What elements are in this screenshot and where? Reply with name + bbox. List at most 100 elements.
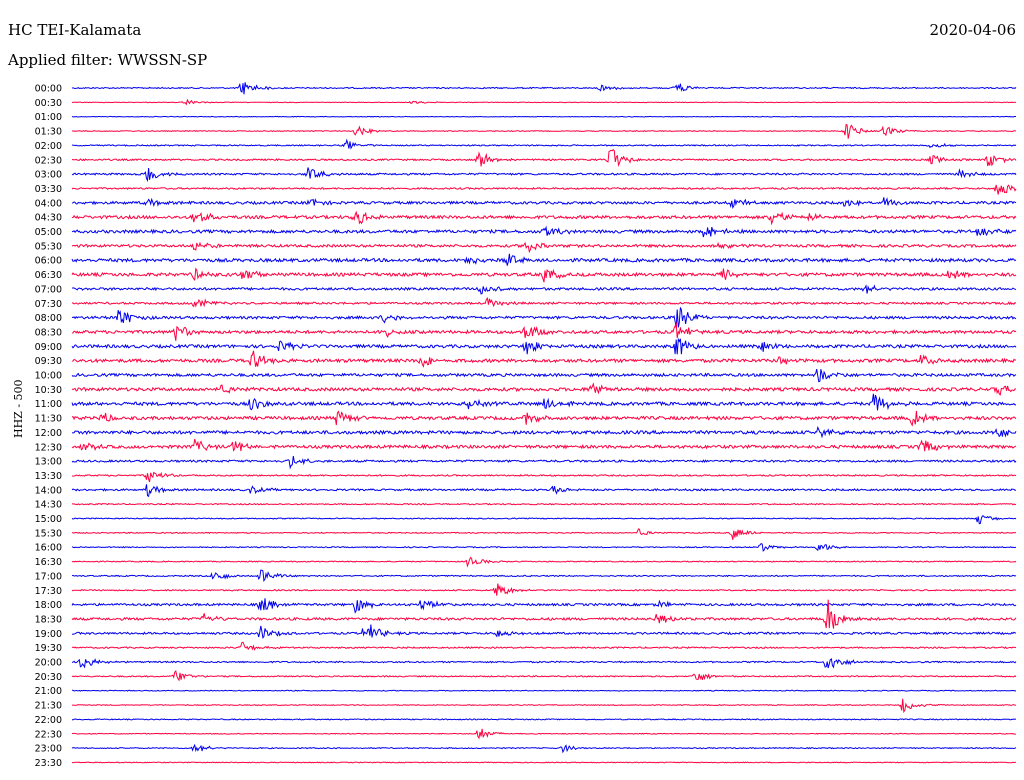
seismic-trace <box>71 267 1017 283</box>
seismic-trace <box>71 284 1017 295</box>
time-tick-label: 06:00 <box>35 256 62 267</box>
seismic-trace <box>71 225 1017 238</box>
time-tick-label: 23:00 <box>35 744 62 755</box>
seismic-trace <box>71 167 1017 183</box>
time-tick-label: 22:00 <box>35 715 62 726</box>
time-tick-label: 16:30 <box>35 557 62 568</box>
time-tick-label: 18:00 <box>35 600 62 611</box>
seismic-trace <box>71 123 1017 139</box>
time-tick-label: 07:00 <box>35 284 62 295</box>
time-tick-label: 21:30 <box>35 701 62 712</box>
seismic-trace <box>71 297 1017 308</box>
seismic-trace <box>71 425 1017 439</box>
seismic-trace <box>71 350 1017 368</box>
seismic-trace <box>72 698 1016 714</box>
time-tick-label: 14:00 <box>35 485 62 496</box>
time-tick-label: 13:30 <box>35 471 62 482</box>
seismic-trace <box>71 184 1017 195</box>
time-tick-label: 01:30 <box>35 127 62 138</box>
seismic-trace <box>71 556 1017 568</box>
time-tick-label: 10:30 <box>35 385 62 396</box>
time-tick-label: 16:00 <box>35 543 62 554</box>
seismic-trace <box>71 410 1017 427</box>
seismic-trace <box>71 718 1017 721</box>
time-tick-label: 03:30 <box>35 184 62 195</box>
time-tick-label: 11:30 <box>35 414 62 425</box>
seismic-trace <box>71 528 1017 540</box>
time-tick-label: 12:00 <box>35 428 62 439</box>
seismic-trace <box>71 658 1017 669</box>
seismic-trace <box>71 82 1017 95</box>
time-tick-label: 18:30 <box>35 614 62 625</box>
time-tick-label: 09:30 <box>35 356 62 367</box>
seismic-trace <box>71 542 1017 552</box>
time-tick-label: 17:00 <box>35 571 62 582</box>
time-tick-label: 08:30 <box>35 327 62 338</box>
time-tick-label: 05:30 <box>35 241 62 252</box>
seismic-trace <box>71 641 1017 651</box>
seismic-trace <box>71 253 1017 266</box>
seismic-trace <box>71 599 1017 629</box>
time-tick-label: 20:30 <box>35 672 62 683</box>
seismic-trace <box>71 197 1017 210</box>
seismic-trace <box>71 669 1017 682</box>
time-tick-label: 23:30 <box>35 758 62 769</box>
time-tick-label: 19:00 <box>35 629 62 640</box>
seismic-trace <box>71 337 1017 355</box>
seismic-trace <box>71 484 1016 498</box>
seismic-trace <box>72 210 1017 226</box>
seismic-trace <box>71 583 1017 596</box>
time-tick-label: 07:30 <box>35 299 62 310</box>
seismic-trace <box>71 98 1017 106</box>
seismic-trace <box>71 728 1016 740</box>
time-tick-label: 04:30 <box>35 213 62 224</box>
time-tick-label: 20:00 <box>35 658 62 669</box>
time-tick-label: 15:30 <box>35 528 62 539</box>
time-tick-label: 19:30 <box>35 643 62 654</box>
time-tick-label: 15:00 <box>35 514 62 525</box>
time-tick-label: 03:00 <box>35 170 62 181</box>
seismic-trace <box>71 743 1017 754</box>
time-tick-label: 11:00 <box>35 399 62 410</box>
seismic-trace <box>71 115 1016 118</box>
time-tick-label: 22:30 <box>35 729 62 740</box>
seismic-trace <box>71 502 1017 506</box>
seismic-trace <box>71 321 1017 341</box>
seismic-trace <box>71 624 1017 640</box>
time-tick-label: 01:00 <box>35 112 62 123</box>
time-tick-label: 09:00 <box>35 342 62 353</box>
seismic-trace <box>71 241 1017 254</box>
seismic-trace <box>72 689 1017 692</box>
time-tick-label: 02:00 <box>35 141 62 152</box>
seismic-trace <box>71 148 1017 167</box>
seismic-trace <box>71 368 1017 383</box>
time-tick-label: 08:00 <box>35 313 62 324</box>
time-tick-label: 12:30 <box>35 442 62 453</box>
station-title: HC TEI-Kalamata <box>8 21 142 39</box>
time-tick-label: 14:30 <box>35 500 62 511</box>
seismic-trace <box>71 307 1017 328</box>
seismic-trace <box>71 382 1017 396</box>
time-tick-label: 05:00 <box>35 227 62 238</box>
time-tick-label: 17:30 <box>35 586 62 597</box>
time-tick-label: 10:00 <box>35 371 62 382</box>
time-tick-label: 02:30 <box>35 155 62 166</box>
seismic-trace <box>71 598 1017 614</box>
time-tick-label: 00:30 <box>35 98 62 109</box>
time-tick-label: 06:30 <box>35 270 62 281</box>
time-tick-label: 13:00 <box>35 457 62 468</box>
seismic-trace <box>71 569 1017 583</box>
seismic-trace <box>71 471 1017 483</box>
seismic-trace <box>71 515 1017 525</box>
filter-label: Applied filter: WWSSN-SP <box>8 51 208 69</box>
time-tick-label: 21:00 <box>35 686 62 697</box>
seismic-trace <box>71 455 1017 470</box>
seismic-trace <box>72 138 1017 150</box>
seismic-trace <box>71 393 1017 411</box>
seismic-trace <box>71 761 1017 764</box>
time-tick-label: 00:00 <box>35 84 62 95</box>
time-tick-label: 04:00 <box>35 198 62 209</box>
seismic-trace <box>71 438 1017 452</box>
date-label: 2020-04-06 <box>929 21 1016 39</box>
